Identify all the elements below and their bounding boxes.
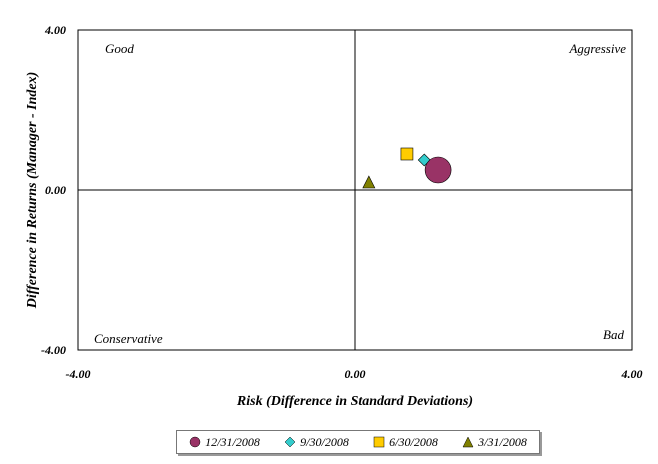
square-marker-icon [373, 436, 385, 448]
legend-item: 6/30/2008 [373, 435, 438, 450]
quadrant-label-conservative: Conservative [94, 331, 163, 346]
legend: 12/31/2008 9/30/2008 6/30/2008 3/31/2008 [176, 430, 540, 454]
x-tick-label: 0.00 [345, 367, 366, 381]
x-tick-label: -4.00 [66, 367, 91, 381]
legend-label: 12/31/2008 [205, 434, 260, 449]
legend-label: 3/31/2008 [478, 434, 527, 449]
circle-marker-icon [189, 436, 201, 448]
quadrant-label-aggressive: Aggressive [568, 41, 626, 56]
quadrant-label-good: Good [105, 41, 134, 56]
data-points [362, 147, 452, 189]
legend-item: 12/31/2008 [189, 435, 260, 450]
y-tick-label: -4.00 [41, 343, 66, 357]
x-axis-label: Risk (Difference in Standard Deviations) [236, 394, 473, 409]
diamond-marker-icon [284, 436, 296, 448]
data-point-circle [424, 156, 452, 184]
x-tick-label: 4.00 [621, 367, 643, 381]
legend-label: 9/30/2008 [300, 434, 349, 449]
data-point-square [400, 147, 414, 161]
y-tick-label: 4.00 [44, 23, 66, 37]
data-point-triangle [362, 175, 376, 189]
legend-label: 6/30/2008 [389, 434, 438, 449]
y-tick-label: 0.00 [45, 183, 66, 197]
quadrant-label-bad: Bad [603, 327, 624, 342]
triangle-marker-icon [462, 436, 474, 448]
chart-canvas: Good Aggressive Conservative Bad 4.00 0.… [25, 23, 643, 409]
y-axis-label: Difference in Returns (Manager - Index) [25, 72, 40, 310]
legend-item: 9/30/2008 [284, 435, 349, 450]
legend-item: 3/31/2008 [462, 435, 527, 450]
